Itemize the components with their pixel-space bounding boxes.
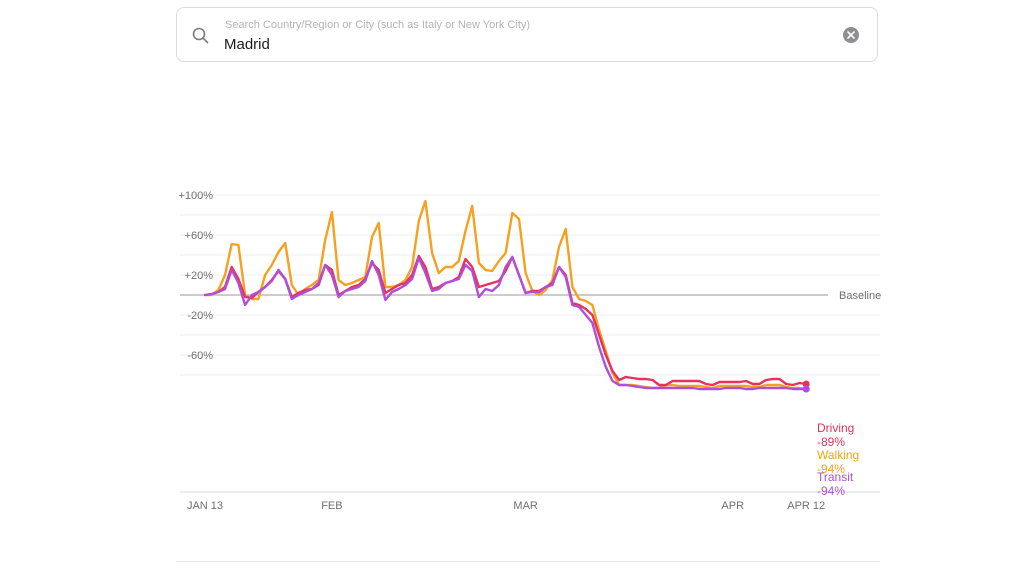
- x-tick-label: MAR: [513, 500, 538, 512]
- series-label-transit: Transit: [817, 470, 854, 484]
- series-label-driving: Driving: [817, 421, 854, 435]
- end-point-transit: [802, 385, 810, 393]
- search-box[interactable]: Search Country/Region or City (such as I…: [176, 7, 878, 62]
- x-tick-label: FEB: [321, 500, 342, 512]
- series-line-driving: [203, 254, 808, 387]
- series-value-transit: -94%: [817, 484, 845, 498]
- search-icon: [191, 26, 211, 46]
- x-tick-label: JAN 13: [187, 500, 223, 512]
- baseline-label: Baseline: [839, 290, 881, 302]
- x-tick-label: APR: [721, 500, 744, 512]
- series-value-driving: -89%: [817, 435, 845, 449]
- search-input[interactable]: Madrid: [224, 36, 270, 53]
- series-line-transit: [203, 255, 808, 391]
- search-placeholder: Search Country/Region or City (such as I…: [225, 19, 531, 31]
- series-value-walking: -94%: [817, 462, 845, 476]
- y-tick-label: -60%: [187, 350, 213, 362]
- y-tick-label: -20%: [187, 310, 213, 322]
- y-tick-label: +20%: [185, 270, 214, 282]
- y-tick-label: +100%: [178, 190, 213, 202]
- divider: [176, 561, 880, 562]
- end-point-driving: [802, 380, 810, 388]
- series-label-walking: Walking: [817, 448, 859, 462]
- close-icon[interactable]: [843, 27, 859, 43]
- y-tick-label: +60%: [185, 230, 214, 242]
- x-tick-label: APR 12: [787, 500, 825, 512]
